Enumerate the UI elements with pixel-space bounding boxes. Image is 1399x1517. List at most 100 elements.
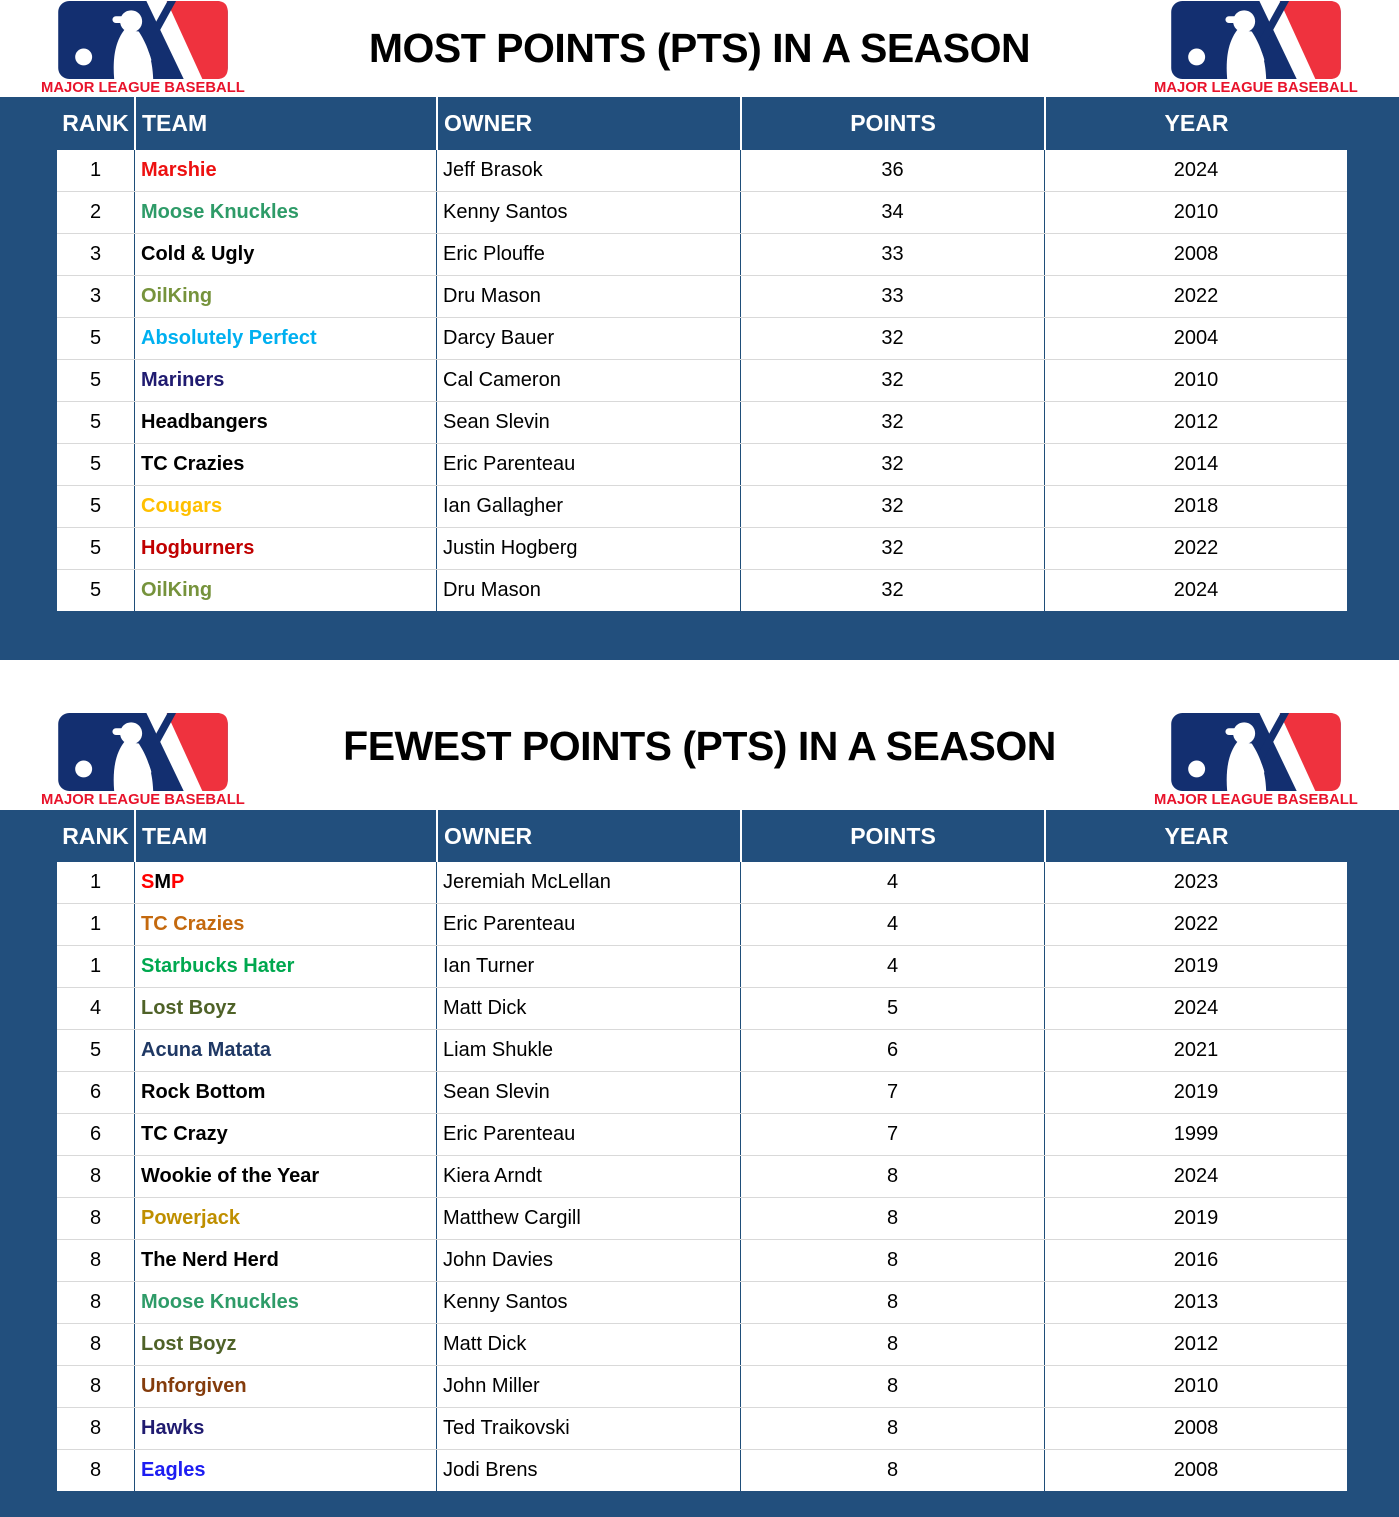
year-cell: 2012: [1044, 1324, 1347, 1365]
team-name-segment: S: [141, 871, 155, 893]
team-cell: OilKing: [134, 276, 436, 317]
rank-cell: 3: [89, 285, 102, 307]
owner-cell: Matthew Cargill: [436, 1198, 740, 1239]
team-cell: The Nerd Herd: [134, 1240, 436, 1281]
rank-cell: 8: [89, 1459, 102, 1481]
mlb-logo-icon: [1168, 713, 1344, 791]
table-row: 8 Wookie of the Year Kiera Arndt 8 2024: [57, 1156, 1347, 1198]
rank-cell: 4: [89, 997, 102, 1019]
mlb-wordmark: MAJOR LEAGUE BASEBALL: [41, 792, 245, 808]
points-cell: 32: [740, 528, 1044, 569]
table-row: 8 Lost Boyz Matt Dick 8 2012: [57, 1324, 1347, 1366]
most-points-table-header: RANK TEAM OWNER POINTS YEAR: [57, 97, 1347, 150]
year-cell: 2004: [1044, 318, 1347, 359]
team-cell: Starbucks Hater: [134, 946, 436, 987]
table-row: 8 Unforgiven John Miller 8 2010: [57, 1366, 1347, 1408]
year-cell: 2008: [1044, 1450, 1347, 1491]
points-cell: 34: [740, 192, 1044, 233]
table-row: 5 Cougars Ian Gallagher 32 2018: [57, 486, 1347, 528]
table-row: 8 Moose Knuckles Kenny Santos 8 2013: [57, 1282, 1347, 1324]
year-cell: 2010: [1044, 360, 1347, 401]
most-points-title-band: MAJOR LEAGUE BASEBALL MOST POINTS (PTS) …: [0, 0, 1399, 97]
most-points-table-body: 1 Marshie Jeff Brasok 36 2024 2 Moose Knuckles…: [57, 150, 1347, 611]
rank-cell: 5: [89, 579, 102, 601]
table-row: 8 The Nerd Herd John Davies 8 2016: [57, 1240, 1347, 1282]
team-cell: Eagles: [134, 1450, 436, 1491]
rank-cell: 1: [89, 871, 102, 893]
most-points-table: RANK TEAM OWNER POINTS YEAR 1 Marshie Jeff Bra…: [57, 97, 1347, 611]
points-cell: 36: [740, 150, 1044, 191]
column-header-points: POINTS: [740, 810, 1044, 862]
team-cell: Cold & Ugly: [134, 234, 436, 275]
year-cell: 2024: [1044, 150, 1347, 191]
points-cell: 8: [740, 1324, 1044, 1365]
rank-cell: 8: [89, 1249, 102, 1271]
year-cell: 2024: [1044, 570, 1347, 611]
year-cell: 2018: [1044, 486, 1347, 527]
mlb-logo-left-top: MAJOR LEAGUE BASEBALL: [41, 1, 245, 96]
column-header-year: YEAR: [1044, 810, 1347, 862]
team-cell: Powerjack: [134, 1198, 436, 1239]
points-cell: 32: [740, 318, 1044, 359]
points-cell: 8: [740, 1366, 1044, 1407]
table-row: 1 Starbucks Hater Ian Turner 4 2019: [57, 946, 1347, 988]
rank-cell: 5: [89, 327, 102, 349]
table-row: 8 Powerjack Matthew Cargill 8 2019: [57, 1198, 1347, 1240]
table-row: 6 Rock Bottom Sean Slevin 7 2019: [57, 1072, 1347, 1114]
rank-cell: 5: [89, 453, 102, 475]
column-header-points: POINTS: [740, 97, 1044, 150]
team-cell: Lost Boyz: [134, 1324, 436, 1365]
owner-cell: Kenny Santos: [436, 1282, 740, 1323]
rank-cell: 8: [89, 1375, 102, 1397]
table-row: 5 Headbangers Sean Slevin 32 2012: [57, 402, 1347, 444]
rank-cell: 8: [89, 1333, 102, 1355]
year-cell: 2012: [1044, 402, 1347, 443]
mlb-logo-right-bottom: MAJOR LEAGUE BASEBALL: [1154, 713, 1358, 808]
table-row: 8 Eagles Jodi Brens 8 2008: [57, 1450, 1347, 1491]
year-cell: 2022: [1044, 904, 1347, 945]
points-cell: 33: [740, 234, 1044, 275]
team-cell: Wookie of the Year: [134, 1156, 436, 1197]
fewest-points-table-body: 1 S M P Jeremiah McLellan 4 2023 1 TC Crazies Eri…: [57, 862, 1347, 1491]
year-cell: 2021: [1044, 1030, 1347, 1071]
owner-cell: Jodi Brens: [436, 1450, 740, 1491]
table-row: 5 Hogburners Justin Hogberg 32 2022: [57, 528, 1347, 570]
rank-cell: 5: [89, 369, 102, 391]
column-header-rank: RANK: [62, 110, 129, 136]
rank-cell: 1: [89, 955, 102, 977]
mlb-logo-left-bottom: MAJOR LEAGUE BASEBALL: [41, 713, 245, 808]
owner-cell: Eric Parenteau: [436, 444, 740, 485]
team-cell: Rock Bottom: [134, 1072, 436, 1113]
year-cell: 2008: [1044, 1408, 1347, 1449]
mlb-logo-right-top: MAJOR LEAGUE BASEBALL: [1154, 1, 1358, 96]
table-row: 4 Lost Boyz Matt Dick 5 2024: [57, 988, 1347, 1030]
most-points-title: MOST POINTS (PTS) IN A SEASON: [368, 25, 1031, 71]
team-cell: Absolutely Perfect: [134, 318, 436, 359]
team-cell: Moose Knuckles: [134, 192, 436, 233]
team-name-segment: P: [171, 871, 185, 893]
team-cell: Acuna Matata: [134, 1030, 436, 1071]
team-cell: TC Crazy: [134, 1114, 436, 1155]
mlb-wordmark: MAJOR LEAGUE BASEBALL: [1154, 792, 1358, 808]
points-cell: 8: [740, 1408, 1044, 1449]
owner-cell: Matt Dick: [436, 988, 740, 1029]
table-row: 5 Acuna Matata Liam Shukle 6 2021: [57, 1030, 1347, 1072]
year-cell: 2013: [1044, 1282, 1347, 1323]
rank-cell: 2: [89, 201, 102, 223]
team-cell: Headbangers: [134, 402, 436, 443]
rank-cell: 5: [89, 411, 102, 433]
year-cell: 2024: [1044, 988, 1347, 1029]
team-cell: OilKing: [134, 570, 436, 611]
column-header-owner: OWNER: [436, 810, 740, 862]
points-cell: 8: [740, 1450, 1044, 1491]
table-row: 3 Cold & Ugly Eric Plouffe 33 2008: [57, 234, 1347, 276]
points-cell: 8: [740, 1198, 1044, 1239]
rank-cell: 6: [89, 1123, 102, 1145]
table-row: 6 TC Crazy Eric Parenteau 7 1999: [57, 1114, 1347, 1156]
team-cell: Unforgiven: [134, 1366, 436, 1407]
points-cell: 6: [740, 1030, 1044, 1071]
points-cell: 8: [740, 1282, 1044, 1323]
column-header-rank: RANK: [62, 822, 129, 849]
rank-cell: 8: [89, 1417, 102, 1439]
